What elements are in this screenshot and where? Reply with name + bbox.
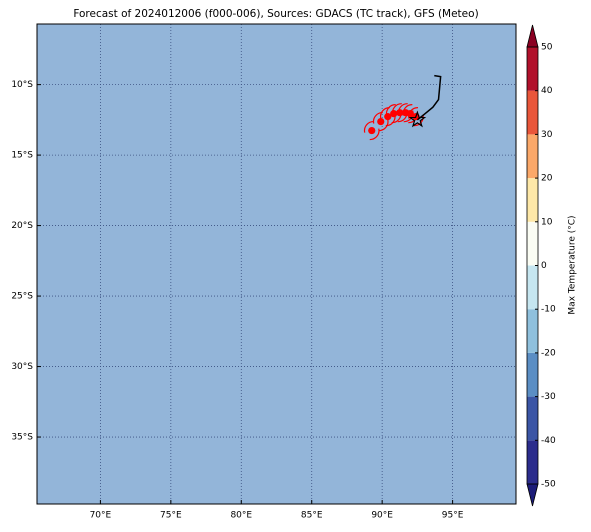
forecast-point <box>396 109 404 117</box>
cyclone-symbol <box>363 120 380 141</box>
colorbar-segment <box>527 352 538 397</box>
colorbar-tick-label: 10 <box>541 217 553 227</box>
colorbar-tick-label: 20 <box>541 174 553 184</box>
colorbar-segment <box>527 396 538 441</box>
ocean <box>37 24 516 504</box>
colorbar-segment <box>527 440 538 484</box>
colorbar-tick-label: -50 <box>541 480 556 490</box>
colorbar-segment <box>527 221 538 266</box>
y-tick-label: 25°S <box>11 292 33 302</box>
colorbar-tick-label: -40 <box>541 436 556 446</box>
forecast-point <box>377 117 385 126</box>
x-tick-label: 70°E <box>90 511 112 521</box>
x-tick-label: 90°E <box>371 511 393 521</box>
colorbar-segment <box>527 47 538 91</box>
y-tick-label: 10°S <box>11 80 33 90</box>
colorbar-tick-label: 30 <box>541 130 553 140</box>
colorbar-tick-label: 40 <box>541 86 553 96</box>
colorbar-tick-label: 0 <box>541 261 547 271</box>
colorbar-segment <box>527 134 538 179</box>
forecast-point <box>390 110 398 118</box>
x-tick-label: 95°E <box>442 511 464 521</box>
forecast-point <box>368 126 376 135</box>
colorbar-segment <box>527 309 538 353</box>
track-line <box>416 74 442 121</box>
colorbar-tick-label: -10 <box>541 305 556 315</box>
colorbar-segment <box>527 178 538 222</box>
colorbar-over <box>526 24 539 48</box>
x-tick-label: 85°E <box>301 511 323 521</box>
colorbar-segment <box>527 265 538 310</box>
colorbar-tick-label: -20 <box>541 348 556 358</box>
colorbar-segment <box>527 90 538 135</box>
chart-title: Forecast of 2024012006 (f000-006), Sourc… <box>73 8 478 20</box>
x-tick-label: 75°E <box>160 511 182 521</box>
map-frame <box>36 23 517 505</box>
colorbar-under <box>526 483 539 507</box>
y-tick-label: 30°S <box>11 362 33 372</box>
colorbar-tick-label: 50 <box>541 43 553 53</box>
y-tick-label: 35°S <box>11 433 33 443</box>
y-tick-label: 20°S <box>11 221 33 231</box>
colorbar-label: Max Temperature (°C) <box>568 215 578 314</box>
colorbar-tick-label: -30 <box>541 392 556 402</box>
y-tick-label: 15°S <box>11 151 33 161</box>
x-tick-label: 80°E <box>230 511 252 521</box>
current-position <box>408 110 427 128</box>
